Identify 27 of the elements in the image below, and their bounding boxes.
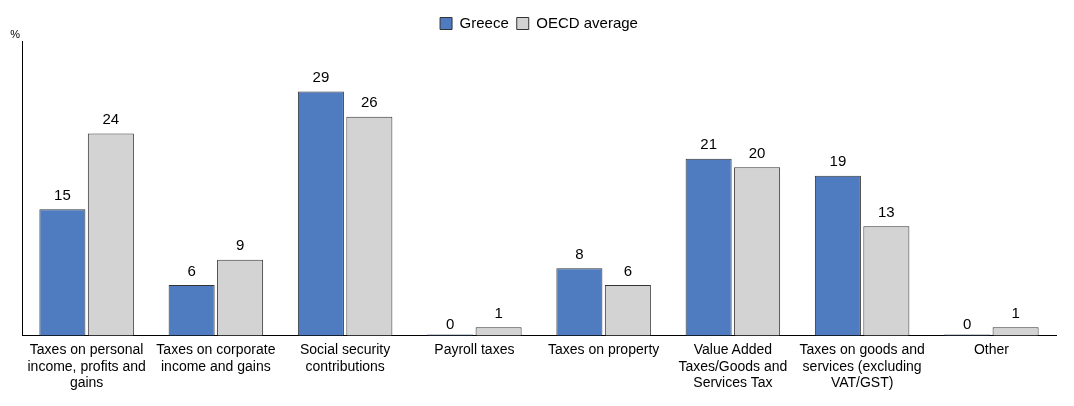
legend-label: OECD average xyxy=(536,13,638,31)
x-tick-label: Value Added Taxes/Goods and Services Tax xyxy=(678,340,788,391)
data-label: 8 xyxy=(575,244,584,262)
y-axis-title: % xyxy=(10,27,21,40)
data-label: 1 xyxy=(494,303,503,321)
data-label: 0 xyxy=(445,315,455,333)
data-label: 1 xyxy=(1011,303,1020,321)
data-label: 24 xyxy=(102,110,120,128)
data-label: 21 xyxy=(700,135,717,153)
x-tick-label: Taxes on goods and services (excluding VAT/GST) xyxy=(799,340,925,391)
data-label: 13 xyxy=(878,202,895,220)
x-tick-label: Social security contributions xyxy=(299,340,391,374)
data-label: 20 xyxy=(748,143,766,161)
x-tick-label: Taxes on property xyxy=(547,340,660,357)
data-label: 6 xyxy=(187,261,196,279)
data-label: 19 xyxy=(829,152,847,170)
x-tick-label: Other xyxy=(973,340,1010,357)
data-label: 9 xyxy=(235,236,245,254)
data-label: 0 xyxy=(962,315,972,333)
x-tick-label: Payroll taxes xyxy=(434,340,515,357)
data-label: 15 xyxy=(54,185,71,203)
data-label: 29 xyxy=(312,68,330,86)
x-tick-label: Taxes on corporate income and gains xyxy=(156,340,276,374)
data-label: 26 xyxy=(361,93,378,111)
legend-label: Greece xyxy=(459,13,509,31)
data-label: 6 xyxy=(623,261,633,279)
x-tick-label: Taxes on personal income, profits and gains xyxy=(27,340,146,391)
